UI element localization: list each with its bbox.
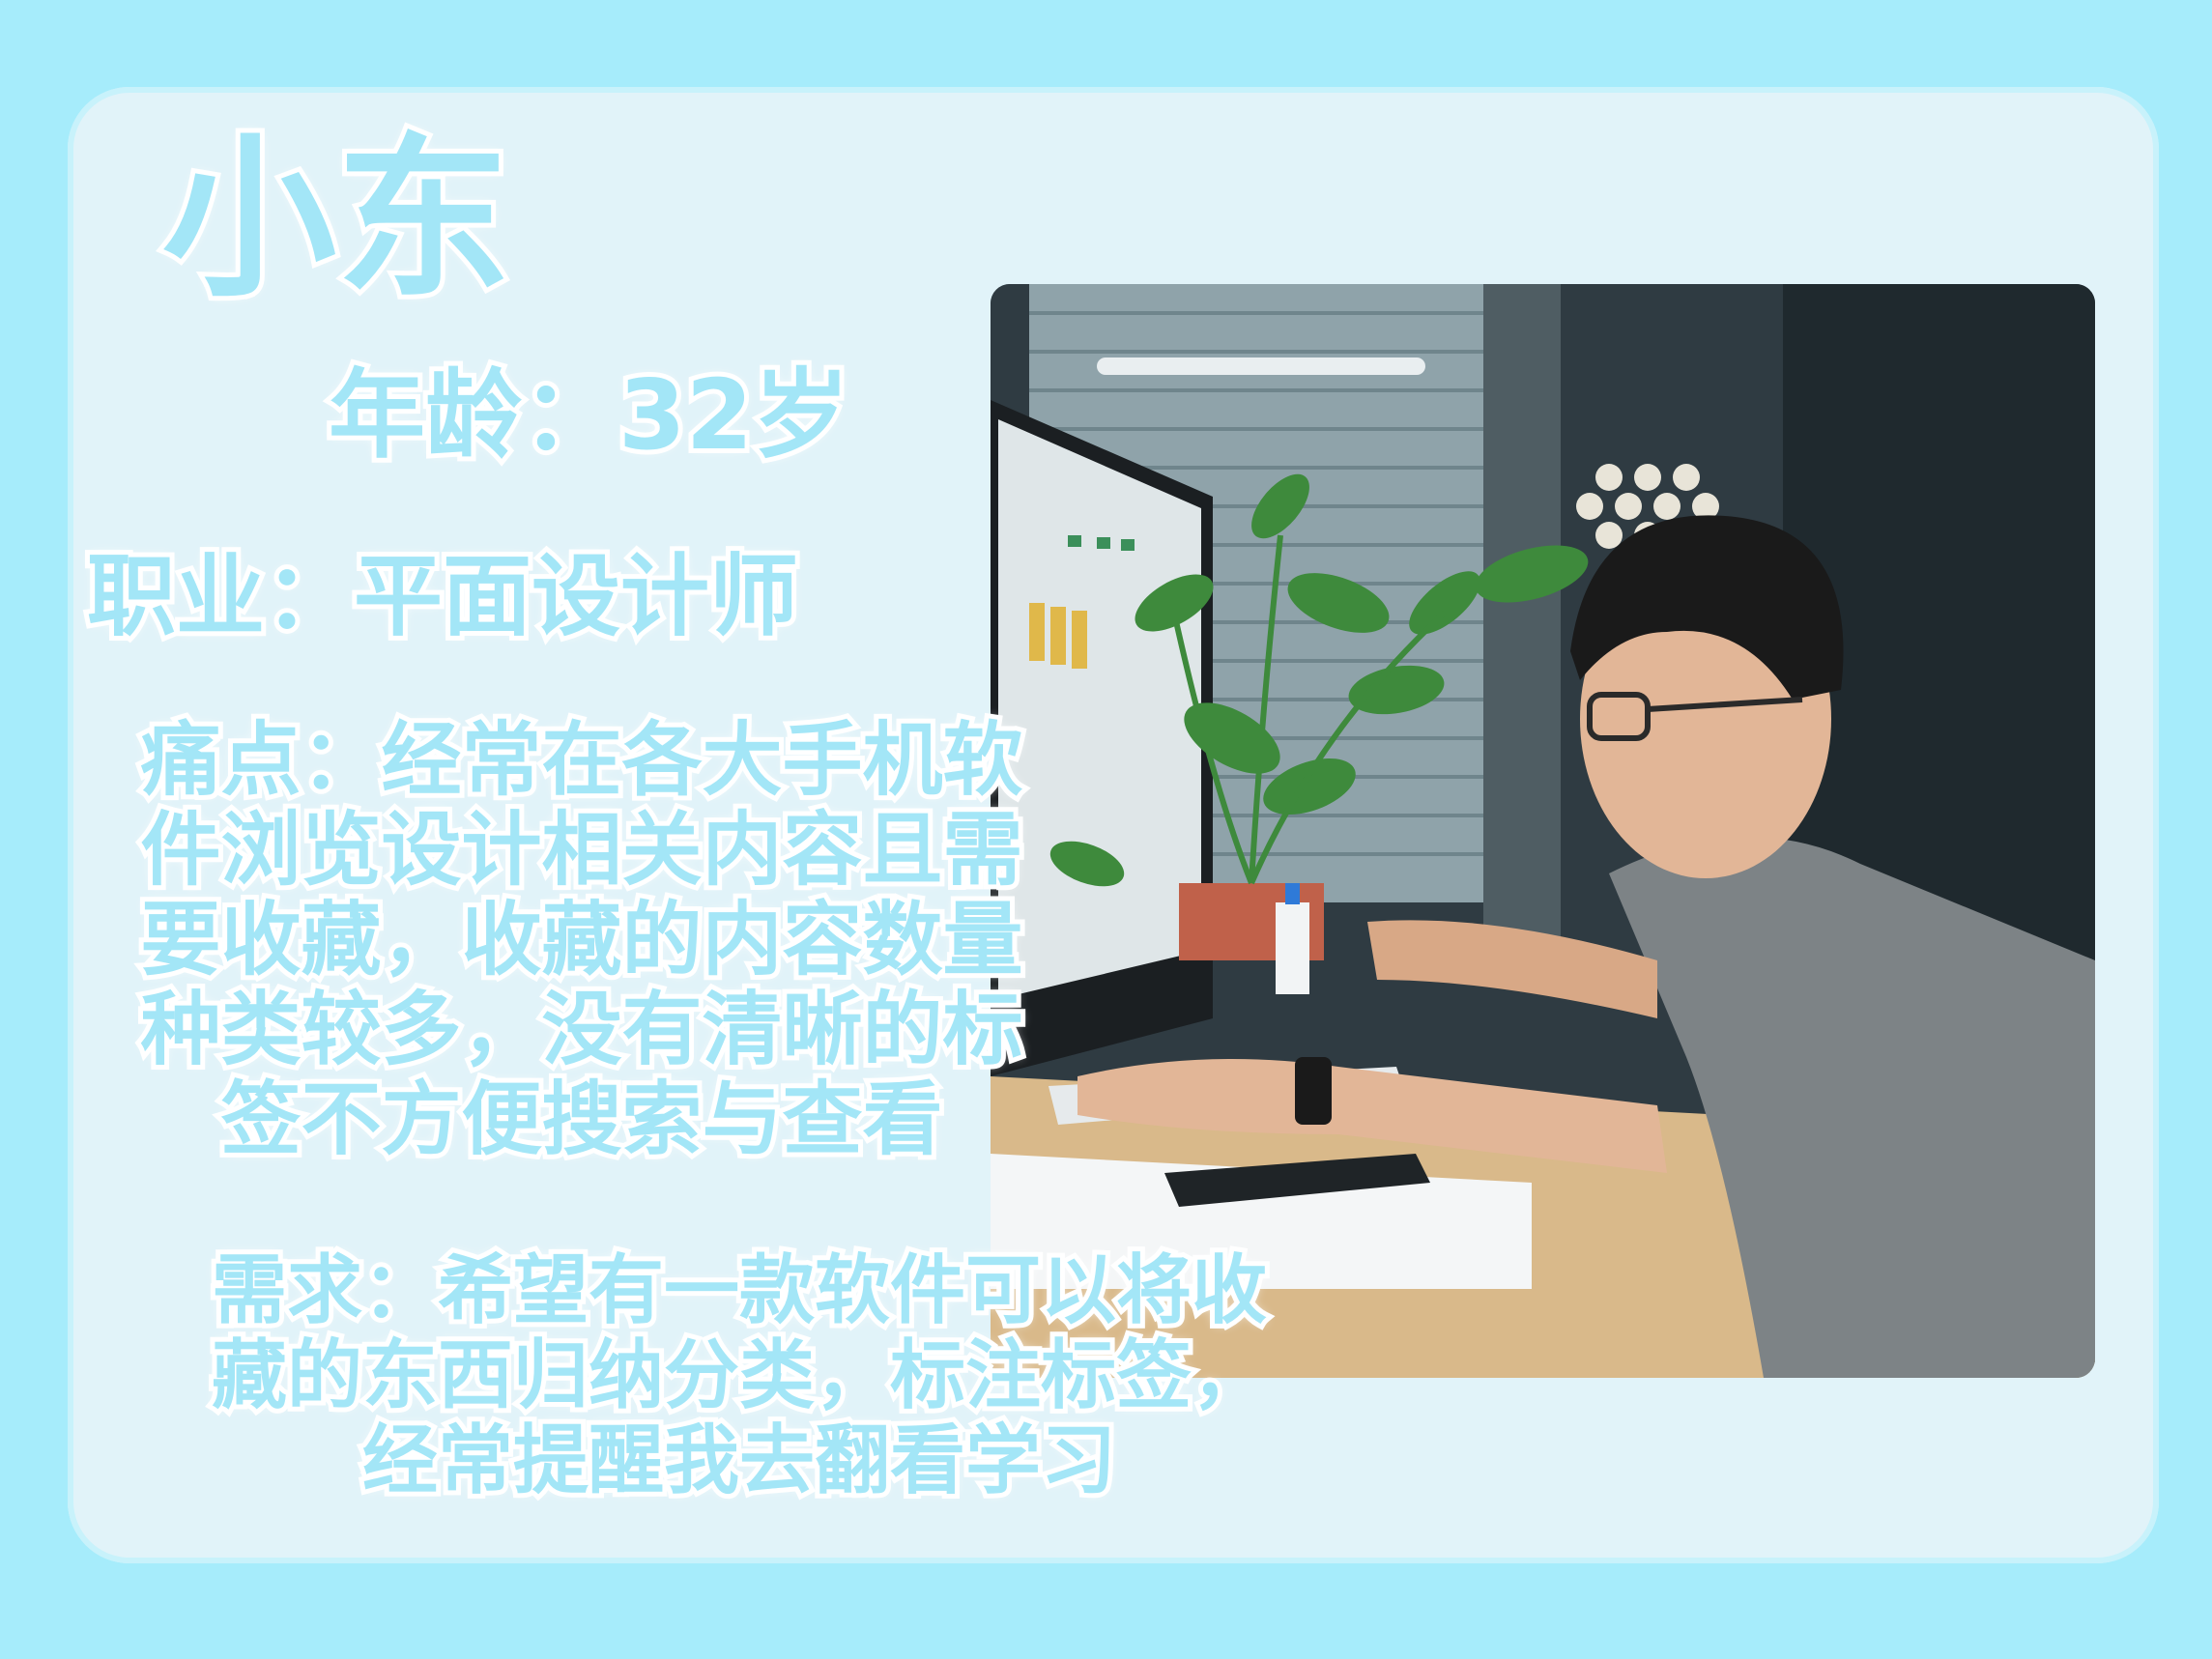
pain-point-line: 签不方便搜索与查看 xyxy=(216,1070,948,1169)
persona-needs: 需求：希望有一款软件可以将收 藏的东西归纳分类，标注标签， 经常提醒我去翻看学习 xyxy=(145,1244,1334,1508)
pain-point-line: 痛点：经常在各大手机软 xyxy=(136,710,1028,810)
pain-point-line: 种类较多，没有清晰的标 xyxy=(136,980,1028,1079)
need-line: 经常提醒我去翻看学习 xyxy=(358,1414,1121,1508)
persona-name: 小东 xyxy=(158,119,515,322)
persona-age: 年龄：32岁 xyxy=(324,354,854,476)
pain-point-line: 件浏览设计相关内容且需 xyxy=(136,800,1028,900)
persona-photo xyxy=(991,284,2095,1378)
persona-pain-points: 痛点：经常在各大手机软 件浏览设计相关内容且需 要收藏，收藏的内容数量 种类较多… xyxy=(89,710,1075,1169)
pain-point-line: 要收藏，收藏的内容数量 xyxy=(136,890,1028,989)
persona-occupation: 职业：平面设计师 xyxy=(82,540,803,653)
need-line: 需求：希望有一款软件可以将收 xyxy=(207,1244,1272,1338)
need-line: 藏的东西归纳分类，标注标签， xyxy=(207,1329,1272,1423)
